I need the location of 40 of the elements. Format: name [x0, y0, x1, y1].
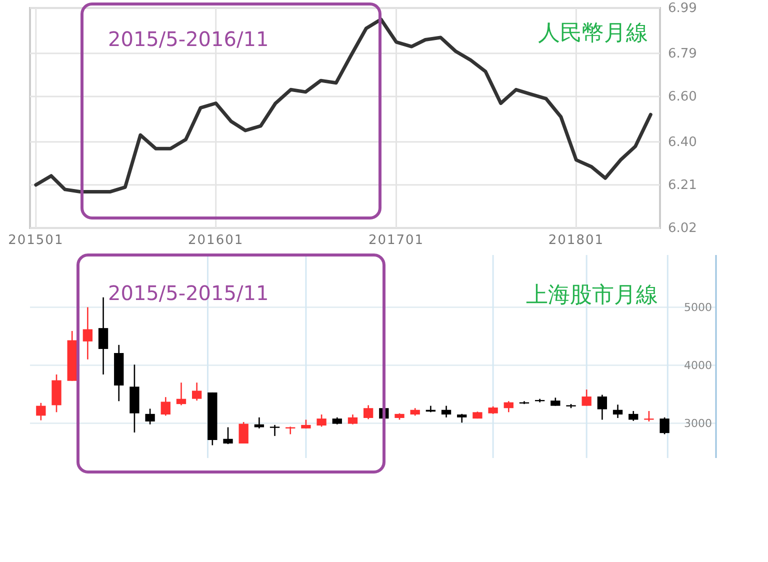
annotation: 2015/5-2016/11 — [108, 27, 269, 51]
candlestick — [36, 402, 46, 421]
candlestick — [612, 404, 623, 419]
candlestick — [597, 394, 608, 420]
candlestick — [176, 382, 186, 406]
candlestick — [223, 426, 233, 445]
candlestick — [441, 405, 452, 418]
y-tick-label: 6.79 — [668, 46, 697, 62]
candlestick — [582, 388, 592, 406]
candlestick — [316, 414, 326, 428]
x-tick-label: 201501 — [8, 233, 64, 248]
y-tick-label: 6.60 — [668, 89, 697, 104]
text: 人民幣月線 — [538, 21, 648, 46]
annotation: 2015/5-2015/11 — [108, 281, 269, 305]
y-tick-label: 6.40 — [668, 134, 697, 150]
candlestick — [628, 410, 638, 422]
candlestick — [254, 416, 264, 430]
y-tick-label: 6.02 — [668, 221, 697, 236]
candlestick — [98, 296, 108, 376]
candlestick — [348, 414, 358, 426]
y-tick-label: 6.99 — [668, 1, 697, 16]
candlestick — [363, 404, 374, 420]
line-series — [34, 18, 652, 194]
text: 上海股市月線 — [526, 283, 658, 308]
candlestick — [660, 416, 670, 435]
x-tick-label: 201801 — [548, 233, 604, 248]
y-tick-label: 5000 — [684, 301, 712, 314]
candlestick — [504, 400, 514, 413]
candlestick — [192, 382, 202, 402]
candlestick — [145, 408, 155, 426]
x-tick-label: 201701 — [368, 233, 424, 248]
candlestick — [270, 424, 280, 437]
y-tick-label: 6.21 — [668, 178, 697, 193]
y-tick-label: 4000 — [684, 359, 712, 372]
candlestick — [160, 396, 170, 416]
candlestick — [238, 421, 248, 444]
y-tick-label: 3000 — [684, 417, 712, 430]
x-tick-label: 201601 — [188, 233, 244, 248]
candlestick — [82, 306, 93, 360]
candlestick — [644, 410, 654, 422]
